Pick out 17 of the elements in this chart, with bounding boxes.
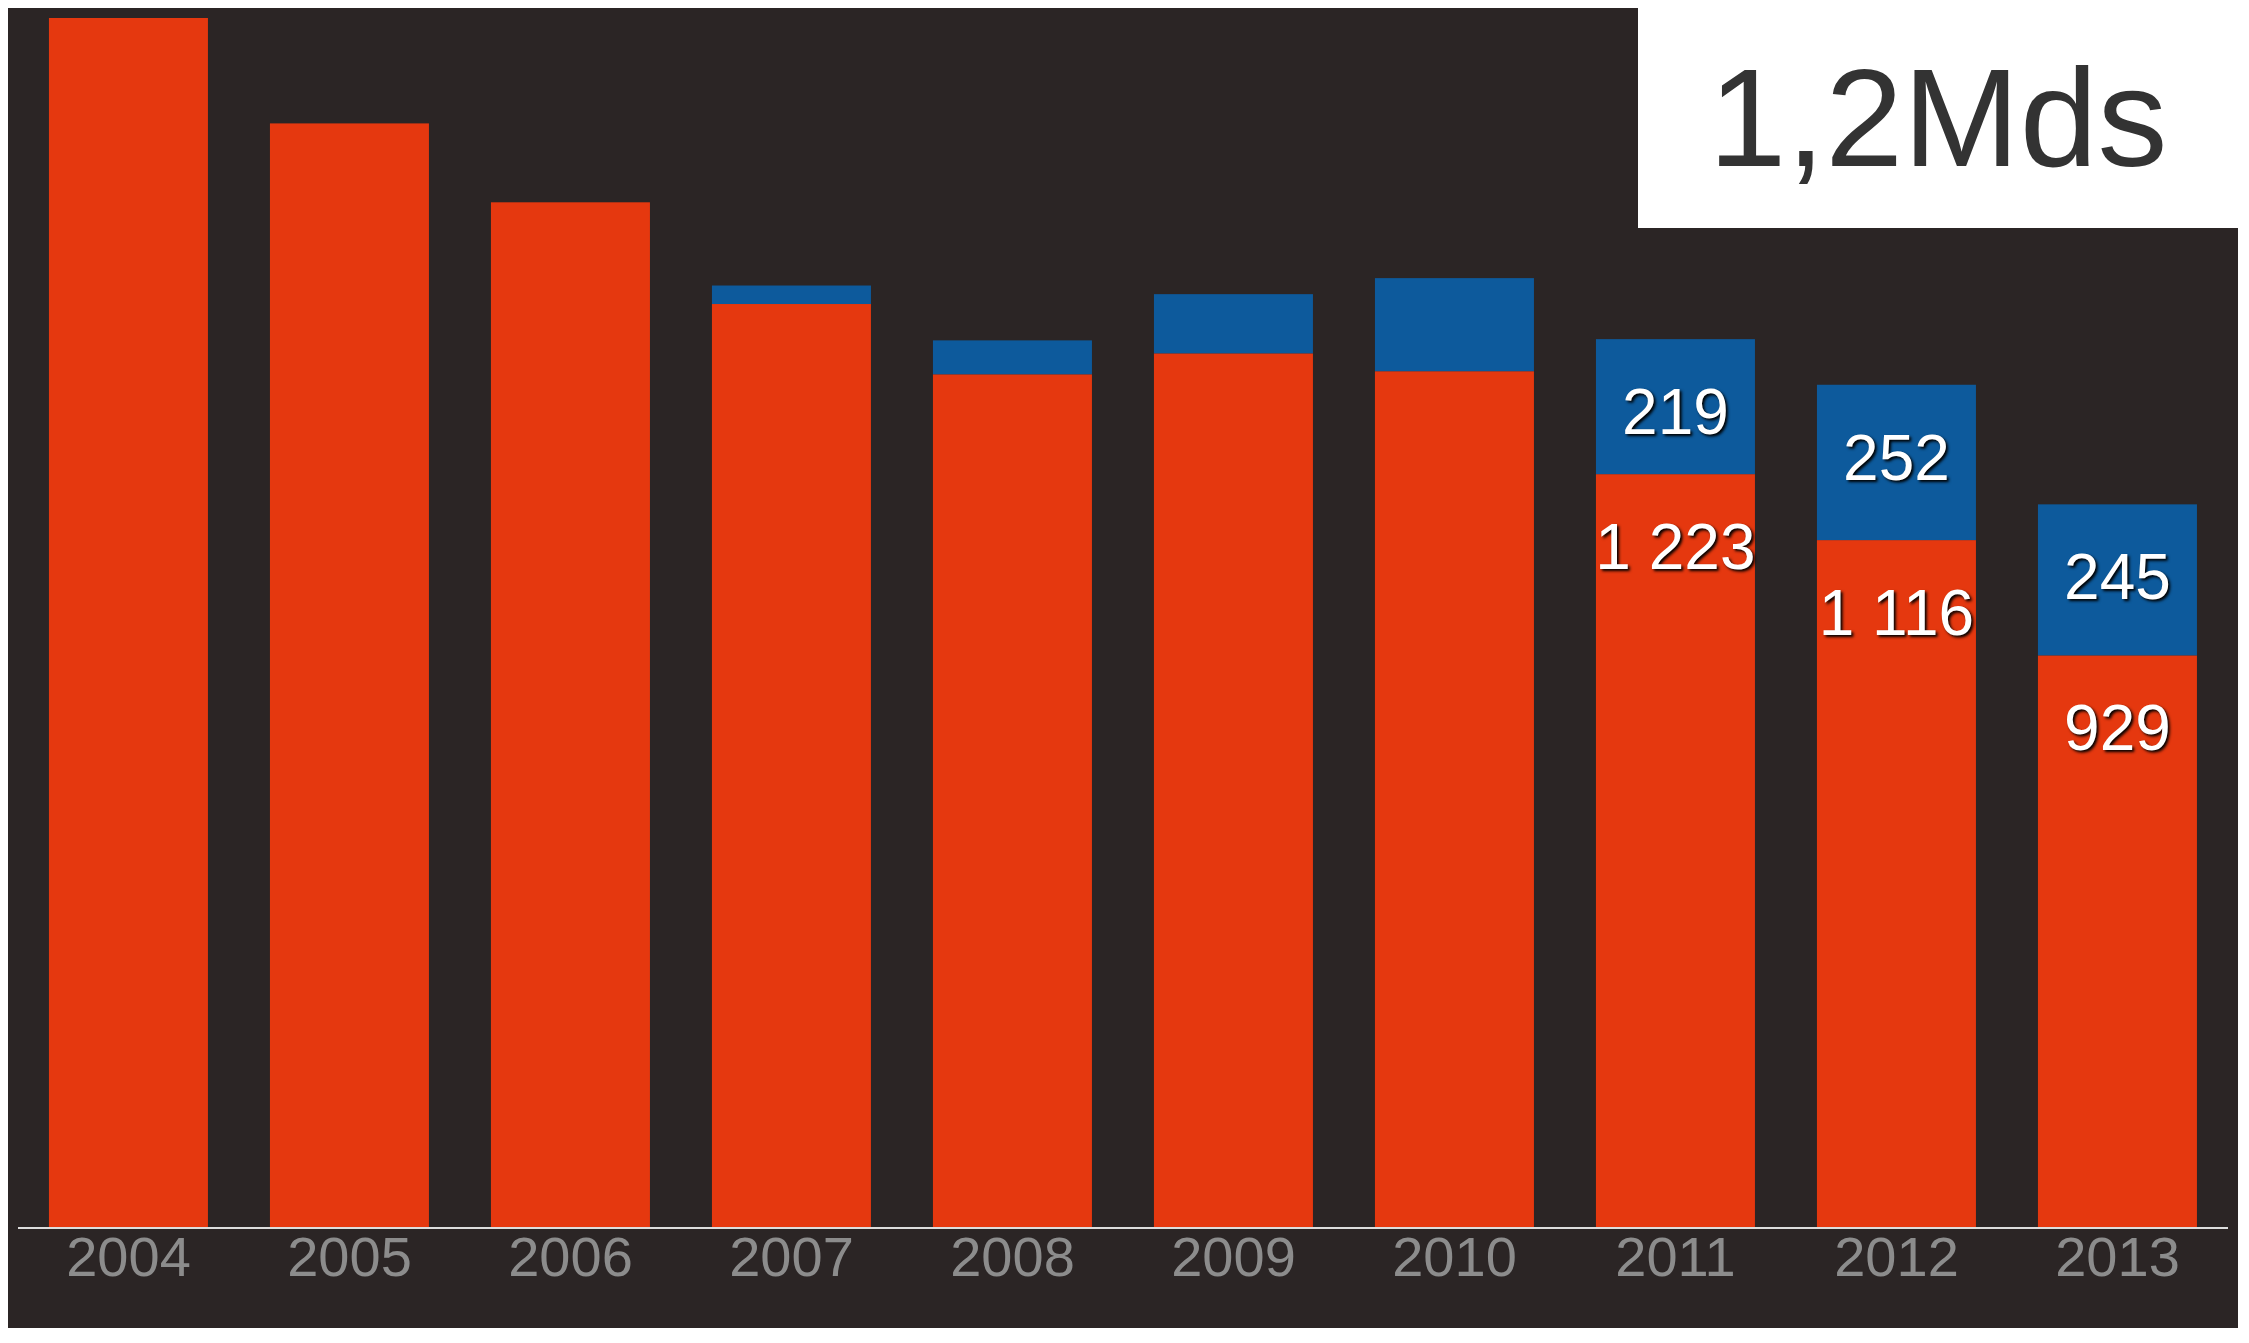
data-label: 219	[1622, 376, 1729, 449]
x-tick-label: 2011	[1615, 1224, 1736, 1288]
x-tick-label: 2013	[2055, 1224, 2180, 1288]
x-tick-label: 2006	[508, 1224, 633, 1288]
x-tick-label: 2008	[950, 1224, 1075, 1288]
data-label: 1 116	[1818, 577, 1975, 650]
x-tick-label: 2004	[66, 1224, 191, 1288]
data-label: 245	[2064, 541, 2171, 614]
x-tick-label: 2012	[1834, 1224, 1959, 1288]
x-tick-label: 2005	[287, 1224, 412, 1288]
data-label: 929	[2064, 692, 2171, 765]
x-tick-label: 2010	[1392, 1224, 1517, 1288]
x-tick-label: 2009	[1171, 1224, 1296, 1288]
data-label: 1 223	[1595, 511, 1756, 584]
x-tick-label: 2007	[729, 1224, 854, 1288]
data-label: 252	[1843, 421, 1950, 494]
annotation: 1,2Mds	[1708, 38, 2168, 198]
